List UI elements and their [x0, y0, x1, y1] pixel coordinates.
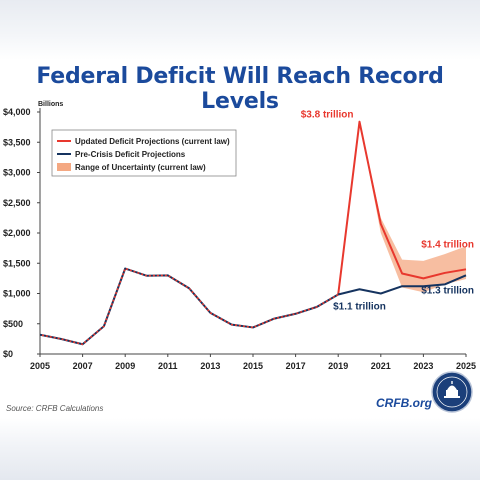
source-note: Source: CRFB Calculations — [6, 404, 104, 413]
y-tick-label: $2,500 — [3, 198, 31, 208]
x-tick-label: 2015 — [243, 361, 263, 371]
annotation-label: $3.8 trillion — [301, 110, 354, 121]
y-tick-label: $1,500 — [3, 258, 31, 268]
x-tick-label: 2007 — [73, 361, 93, 371]
x-tick-label: 2011 — [158, 361, 178, 371]
top-background-band — [0, 0, 480, 60]
x-tick-label: 2013 — [200, 361, 220, 371]
legend-label: Updated Deficit Projections (current law… — [75, 137, 230, 146]
series-layer — [40, 120, 467, 346]
uncertainty-band-layer — [338, 121, 466, 295]
annotation-label: $1.1 trillion — [333, 301, 386, 312]
series-updated-line — [337, 120, 467, 295]
x-tick-label: 2017 — [286, 361, 306, 371]
chart-title: Federal Deficit Will Reach Record Levels — [36, 64, 444, 114]
annotation-label: $1.3 trillion — [421, 285, 474, 296]
bottom-background-band — [0, 418, 480, 480]
x-tick-label: 2025 — [456, 361, 476, 371]
uncertainty-band — [338, 121, 466, 295]
legend-label: Pre-Crisis Deficit Projections — [75, 150, 186, 159]
x-tick-label: 2021 — [371, 361, 391, 371]
axes: $0 $500 $1,000 $1,500 $2,000 $2,500 $3,000 $3,5… — [3, 101, 476, 371]
y-tick-label: $3,500 — [3, 137, 31, 147]
annotation-layer: $3.8 trillion $1.4 trillion $1.1 trillion $… — [301, 110, 474, 313]
y-axis-label: Billions — [38, 101, 63, 108]
y-tick-label: $3,000 — [3, 168, 31, 178]
y-tick-label: $2,000 — [3, 228, 31, 238]
legend-label: Range of Uncertainty (current law) — [75, 163, 206, 172]
x-tick-label: 2019 — [328, 361, 348, 371]
brand-link[interactable]: CRFB.org — [376, 396, 432, 410]
x-tick-label: 2009 — [115, 361, 135, 371]
annotation-label: $1.4 trillion — [421, 239, 474, 250]
y-tick-label: $500 — [3, 319, 23, 329]
legend: Updated Deficit Projections (current law… — [51, 129, 237, 177]
legend-swatch — [57, 163, 71, 171]
x-tick-label: 2005 — [30, 361, 50, 371]
series-history-dash — [40, 267, 339, 346]
y-tick-label: $1,000 — [3, 289, 31, 299]
legend-box — [51, 129, 237, 177]
series-precrisis-line — [40, 267, 467, 346]
y-tick-label: $4,000 — [3, 107, 31, 117]
crfb-seal-icon — [431, 371, 473, 413]
x-tick-label: 2023 — [413, 361, 433, 371]
y-tick-label: $0 — [3, 349, 13, 359]
